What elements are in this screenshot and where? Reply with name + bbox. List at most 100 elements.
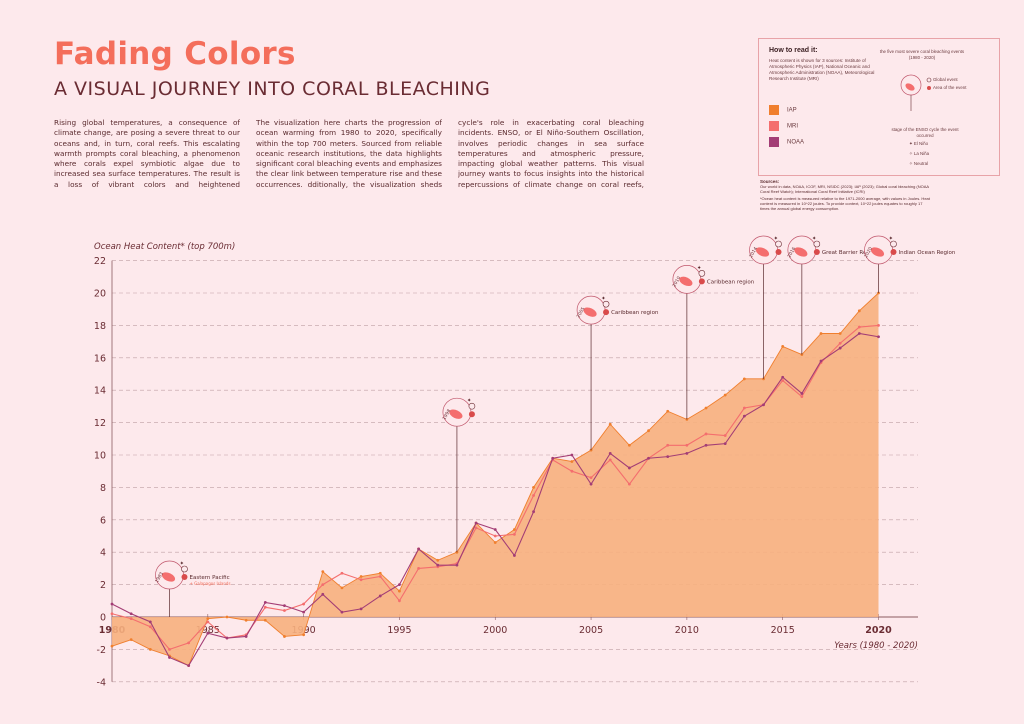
iap-data-point <box>723 393 727 397</box>
x-tick-label: 2000 <box>483 625 507 636</box>
mri-data-point <box>263 605 267 609</box>
event-global-dot <box>468 402 476 410</box>
mri-data-point <box>187 641 191 645</box>
y-tick-label: 6 <box>100 515 106 526</box>
noaa-data-point <box>627 466 631 470</box>
iap-data-point <box>436 558 440 562</box>
event-global-dot <box>181 565 188 573</box>
event-year-label: 2010 <box>671 275 682 288</box>
page-subtitle: A VISUAL JOURNEY INTO CORAL BLEACHING <box>54 78 491 100</box>
noaa-data-point <box>263 601 267 604</box>
event-region-label: Eastern Pacific <box>189 575 229 581</box>
x-tick-label: 1985 <box>196 625 220 636</box>
event-year-label: 2005 <box>576 306 587 319</box>
x-tick-label: 2010 <box>675 625 699 636</box>
event-area-dot <box>775 249 782 255</box>
iap-data-point <box>742 377 746 381</box>
mri-data-point <box>877 324 880 327</box>
noaa-data-point <box>647 456 650 460</box>
y-tick-label: 16 <box>94 353 106 364</box>
legend-event-glyph <box>900 74 932 111</box>
el-nino-icon: ✦ <box>467 397 472 404</box>
mri-data-point <box>608 458 612 462</box>
legend-events-note: the five most severe coral bleaching eve… <box>879 49 965 60</box>
event-global-dot <box>775 240 782 248</box>
noaa-data-point <box>225 636 229 640</box>
y-tick-label: -2 <box>97 645 106 656</box>
event-region-label: Indian Ocean Region <box>899 250 956 256</box>
mri-data-point <box>321 583 325 586</box>
sources-text: Our world in data, NOAA, ICOF, MRI, NSID… <box>760 184 929 194</box>
mri-data-point <box>493 534 497 538</box>
noaa-data-point <box>148 620 152 624</box>
iap-data-point <box>819 332 823 335</box>
iap-data-point <box>302 633 306 637</box>
mri-data-point <box>359 578 363 582</box>
intro-column-1: Rising global temperatures, a consequenc… <box>54 118 240 189</box>
mri-data-point <box>283 609 286 612</box>
event-global-dot <box>890 240 897 248</box>
iap-area-fill <box>112 293 879 666</box>
iap-data-point <box>321 570 325 574</box>
y-tick-label: 4 <box>100 548 106 559</box>
el-nino-label: El Niño <box>913 141 929 146</box>
mri-data-point <box>340 571 344 575</box>
y-tick-label: 10 <box>94 451 106 462</box>
iap-data-point <box>225 615 229 619</box>
event-year-label: 2014 <box>748 246 759 259</box>
iap-data-point <box>570 460 574 463</box>
legend-label-iap: IAP <box>787 107 797 114</box>
noaa-data-point <box>589 482 593 486</box>
noaa-data-point <box>168 656 171 659</box>
mri-data-point <box>532 494 535 497</box>
y-tick-label: 22 <box>94 256 106 267</box>
iap-data-point <box>378 571 382 575</box>
el-nino-icon: ✦ <box>889 235 894 242</box>
noaa-data-point <box>110 602 114 606</box>
noaa-data-point <box>666 455 670 459</box>
legend-label-noaa: NOAA <box>787 139 805 146</box>
mri-data-point <box>781 379 785 382</box>
noaa-data-point <box>877 335 880 339</box>
event-region-label: Caribbean region <box>707 279 755 285</box>
event-area-shape <box>870 247 885 257</box>
mri-data-point <box>723 434 727 437</box>
mri-data-point <box>838 341 842 345</box>
mri-data-point <box>685 443 689 447</box>
iap-data-point <box>608 422 612 426</box>
mri-data-point <box>474 526 478 530</box>
iap-data-point <box>206 617 210 621</box>
legend-label-mri: MRI <box>787 123 798 130</box>
legend-la-nina: ✧ La Niña <box>909 151 930 156</box>
y-tick-label: 2 <box>100 580 106 591</box>
noaa-data-point <box>129 612 133 616</box>
noaa-data-point <box>570 453 574 457</box>
y-tick-label: 14 <box>94 386 106 397</box>
event-area-dot <box>181 574 188 580</box>
noaa-data-point <box>321 592 325 596</box>
x-tick-label: 2020 <box>865 625 892 636</box>
event-area-dot <box>890 249 897 255</box>
iap-data-point <box>283 635 286 638</box>
event-area-shape <box>755 247 770 257</box>
legend-title: How to read it: <box>769 47 818 54</box>
noaa-data-point <box>857 332 861 335</box>
iap-data-point <box>398 589 401 593</box>
iap-data-point <box>148 648 152 651</box>
el-nino-icon: ✦ <box>601 295 606 302</box>
iap-data-point <box>513 528 516 531</box>
legend-item-iap: IAP <box>769 105 797 115</box>
intro-column-2: The visualization here charts the progre… <box>256 118 442 189</box>
event-area-shape <box>794 247 808 257</box>
event-area-dot <box>698 278 705 285</box>
noaa-data-point <box>302 610 306 614</box>
mri-data-point <box>704 432 708 436</box>
y-tick-label: -4 <box>97 677 106 688</box>
event-year-label: 1983 <box>154 571 165 584</box>
el-nino-icon: ✦ <box>697 264 702 271</box>
mri-data-point <box>570 469 574 473</box>
legend-neutral: ✧ Neutral <box>909 161 929 166</box>
iap-data-point <box>704 406 708 410</box>
noaa-data-point <box>704 443 708 447</box>
iap-data-point <box>666 409 670 413</box>
